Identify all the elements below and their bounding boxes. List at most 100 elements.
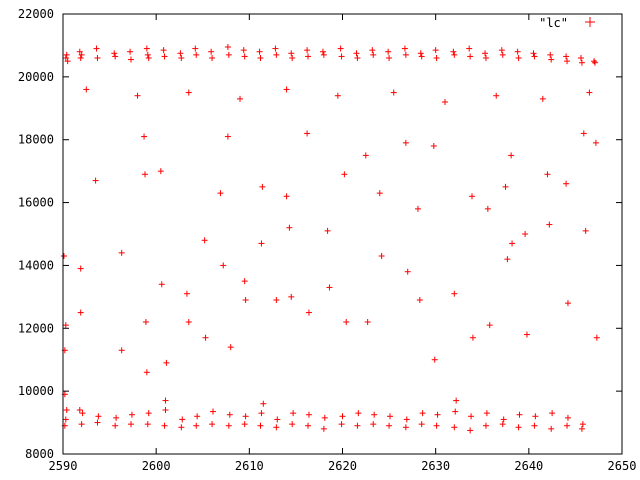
data-point xyxy=(77,55,84,61)
data-point xyxy=(209,421,216,428)
data-point xyxy=(433,55,440,61)
data-point xyxy=(79,410,86,417)
data-point xyxy=(578,55,585,61)
data-point xyxy=(334,92,341,99)
data-point xyxy=(508,152,515,159)
data-point xyxy=(509,240,516,247)
data-point xyxy=(319,48,326,55)
data-point xyxy=(157,168,164,175)
data-point xyxy=(161,422,168,429)
x-tick: 2590 xyxy=(49,14,78,473)
data-point xyxy=(209,408,216,415)
data-point xyxy=(258,240,265,247)
data-point xyxy=(582,227,589,234)
data-point xyxy=(516,411,523,418)
data-point xyxy=(62,55,69,61)
data-point xyxy=(548,425,555,432)
data-point xyxy=(286,224,293,231)
y-tick-label: 8000 xyxy=(25,447,54,461)
data-point xyxy=(242,413,249,420)
data-point xyxy=(78,51,85,58)
data-point xyxy=(113,414,120,421)
data-point xyxy=(515,55,522,61)
data-point xyxy=(289,55,296,61)
data-point xyxy=(260,400,267,407)
data-point xyxy=(338,53,345,60)
x-axis: 2590 2600 2610 2620 2630 2640 2650 xyxy=(49,14,636,473)
data-point xyxy=(370,421,377,428)
data-point xyxy=(564,58,571,65)
y-tick: 14000 xyxy=(18,258,622,272)
data-point xyxy=(305,309,312,316)
data-point xyxy=(441,99,448,105)
data-point xyxy=(338,421,345,428)
x-tick: 2650 xyxy=(608,14,636,473)
data-point xyxy=(469,193,476,200)
data-point xyxy=(468,413,475,420)
data-point xyxy=(289,421,296,428)
data-point xyxy=(547,51,554,58)
data-point xyxy=(227,344,234,351)
data-point xyxy=(451,424,458,431)
data-point xyxy=(548,56,555,63)
data-point xyxy=(378,253,385,259)
data-point xyxy=(376,190,383,197)
data-point xyxy=(145,55,152,61)
y-axis: 8000 10000 12000 14000 16000 18000 20000 22000 xyxy=(18,7,622,461)
data-point xyxy=(362,152,369,159)
y-tick-label: 16000 xyxy=(18,196,54,210)
data-point xyxy=(403,416,410,423)
data-point xyxy=(502,183,509,190)
data-point xyxy=(111,50,118,57)
data-point xyxy=(563,53,570,60)
data-point xyxy=(385,48,392,55)
data-point xyxy=(92,177,99,184)
data-point xyxy=(273,424,280,431)
data-point xyxy=(450,48,457,55)
data-point xyxy=(339,413,346,420)
data-point xyxy=(225,422,232,429)
data-point xyxy=(433,422,440,429)
data-point xyxy=(142,319,149,325)
data-point xyxy=(127,48,134,55)
data-point xyxy=(193,51,200,58)
data-point xyxy=(434,411,441,418)
y-tick: 16000 xyxy=(18,196,622,210)
data-point xyxy=(364,319,371,325)
data-point xyxy=(451,290,458,297)
data-point xyxy=(183,290,190,297)
data-point xyxy=(162,407,169,413)
y-tick: 10000 xyxy=(18,384,622,398)
data-point xyxy=(369,47,376,54)
data-point xyxy=(579,421,586,428)
legend: "lc" xyxy=(539,16,595,30)
data-point xyxy=(386,422,393,429)
data-point xyxy=(112,422,119,429)
data-point xyxy=(62,322,69,329)
data-point xyxy=(225,51,232,58)
x-tick-label: 2590 xyxy=(49,459,78,473)
data-point xyxy=(531,53,538,60)
data-point xyxy=(304,47,311,54)
y-tick-label: 12000 xyxy=(18,321,54,335)
legend-label: "lc" xyxy=(539,16,568,30)
data-point xyxy=(341,171,348,178)
data-point xyxy=(499,51,506,58)
y-tick-label: 14000 xyxy=(18,258,54,272)
data-point xyxy=(77,309,84,316)
data-point xyxy=(178,424,185,431)
data-point xyxy=(467,53,474,60)
data-point xyxy=(178,55,185,61)
data-point xyxy=(194,413,201,420)
data-point xyxy=(226,411,233,418)
data-point xyxy=(201,237,208,244)
data-point xyxy=(128,421,135,428)
data-point xyxy=(324,227,331,234)
data-point xyxy=(386,55,393,61)
x-tick-label: 2620 xyxy=(328,459,357,473)
data-point xyxy=(241,278,248,285)
data-point xyxy=(414,205,421,212)
data-point xyxy=(453,397,460,404)
data-point xyxy=(144,51,151,58)
data-point xyxy=(162,397,169,404)
